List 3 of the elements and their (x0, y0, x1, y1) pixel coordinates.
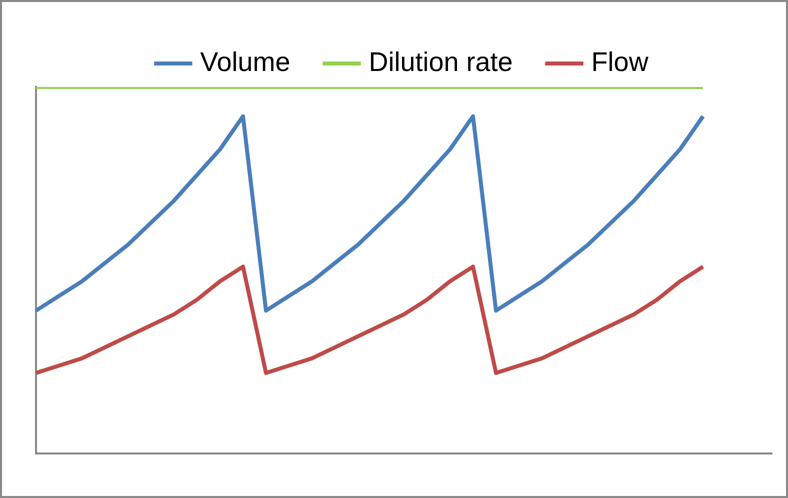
legend-label: Flow (591, 46, 649, 77)
legend-label: Dilution rate (368, 46, 513, 77)
legend-label: Volume (200, 46, 290, 77)
